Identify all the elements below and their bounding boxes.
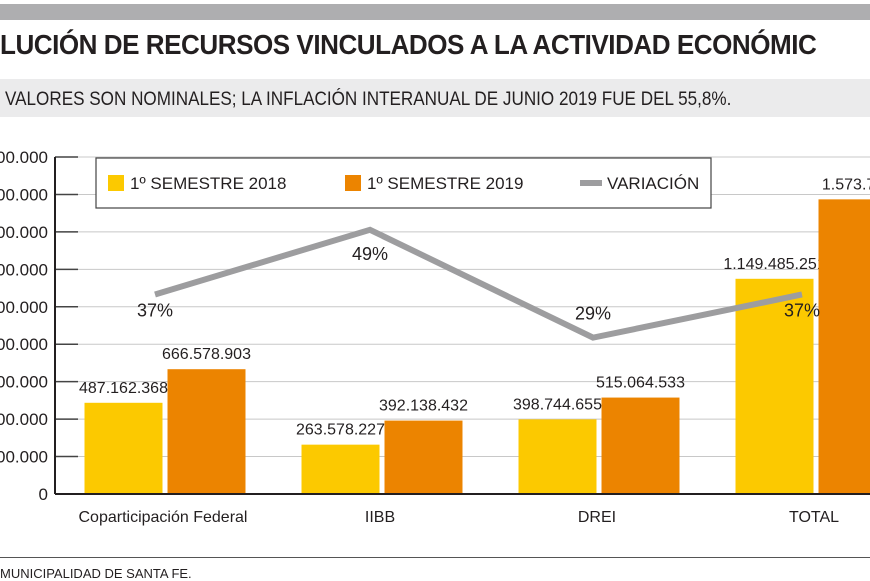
- variation-label: 37%: [137, 300, 173, 320]
- y-tick-label: 0: [39, 485, 48, 504]
- chart: 0 200.000.000 400.000.000 600.000.000 800.00…: [0, 0, 870, 560]
- legend-swatch: [108, 175, 124, 191]
- x-tick-label: IIBB: [365, 509, 395, 526]
- bar: [85, 403, 163, 494]
- bar: [168, 369, 246, 494]
- bar: [385, 421, 463, 494]
- footer-divider: [0, 557, 870, 558]
- legend-label: 1º SEMESTRE 2019: [367, 174, 523, 193]
- bar: [302, 445, 380, 494]
- y-tick-label: 1.400.000.000: [0, 223, 48, 242]
- y-tick-label: 600.000.000: [0, 373, 48, 392]
- variation-label: 37%: [784, 300, 820, 320]
- variation-label: 49%: [352, 244, 388, 264]
- bar: [819, 199, 870, 494]
- legend-swatch: [345, 175, 361, 191]
- data-label: 398.744.655: [513, 396, 602, 413]
- bar: [519, 419, 597, 494]
- data-label: 263.578.227: [296, 422, 385, 439]
- bar: [602, 398, 680, 494]
- data-label: 1.149.485.251: [723, 256, 825, 273]
- y-tick-label: 400.000.000: [0, 410, 48, 429]
- legend-label: 1º SEMESTRE 2018: [130, 174, 286, 193]
- source-note: MUNICIPALIDAD DE SANTA FE.: [0, 566, 192, 581]
- data-label: 392.138.432: [379, 398, 468, 415]
- data-label: 1.573.781: [822, 176, 870, 193]
- legend-label: VARIACIÓN: [607, 174, 699, 193]
- data-label: 487.162.368: [79, 380, 168, 397]
- y-tick-label: 200.000.000: [0, 448, 48, 467]
- y-tick-label: 1.000.000.000: [0, 298, 48, 317]
- y-tick-label: 1.200.000.000: [0, 260, 48, 279]
- data-label: 515.064.533: [596, 375, 685, 392]
- x-tick-label: DREI: [578, 509, 616, 526]
- x-tick-label: TOTAL: [789, 509, 839, 526]
- data-label: 666.578.903: [162, 346, 251, 363]
- variation-label: 29%: [575, 304, 611, 324]
- x-tick-label: Coparticipación Federal: [79, 509, 248, 526]
- variation-line: [155, 230, 802, 338]
- y-tick-label: 1.800.000.000: [0, 148, 48, 167]
- y-tick-label: 800.000.000: [0, 335, 48, 354]
- y-tick-label: 1.600.000.000: [0, 185, 48, 204]
